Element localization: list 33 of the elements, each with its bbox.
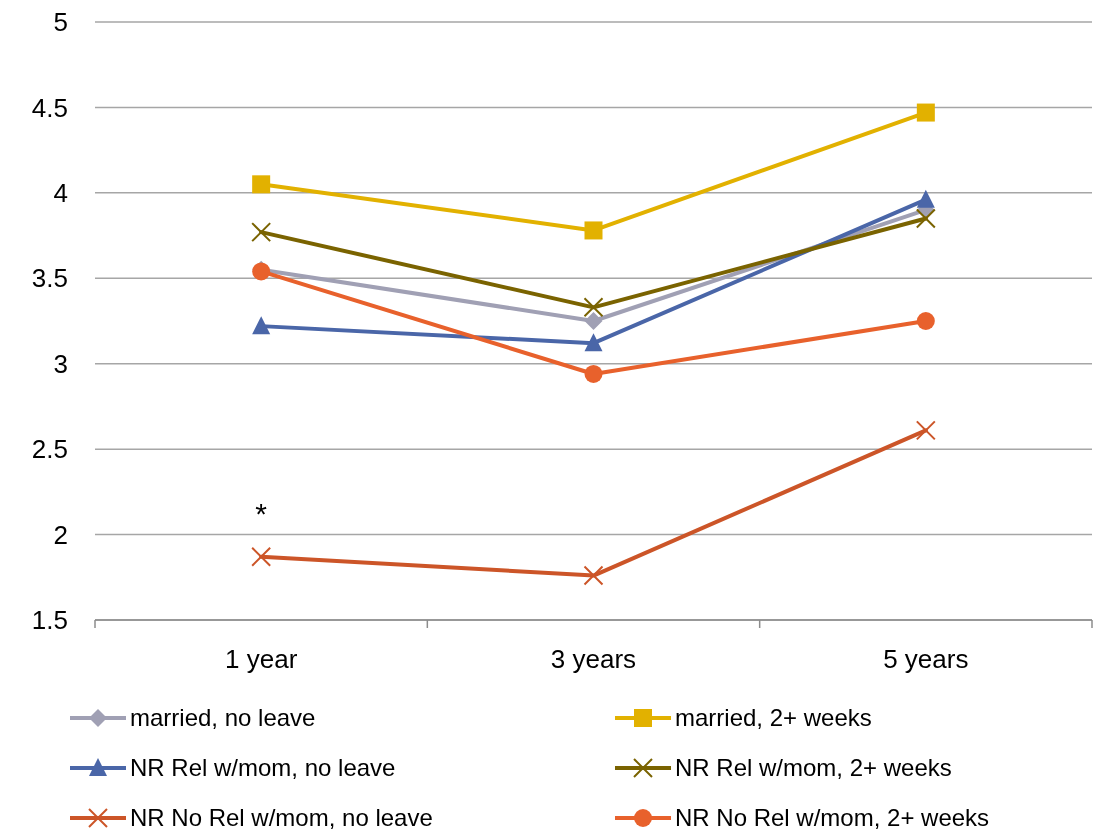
- point: [916, 312, 935, 330]
- point: [252, 316, 271, 335]
- y-tick-label: 4.5: [31, 92, 68, 123]
- point: [584, 312, 603, 330]
- y-tick-label: 1.5: [31, 605, 68, 636]
- point: [251, 222, 272, 243]
- y-tick-label: 3.5: [31, 263, 68, 294]
- point: [583, 565, 604, 586]
- point: [915, 208, 936, 229]
- point: [584, 221, 603, 240]
- legend-label: married, no leave: [130, 704, 316, 732]
- x-tick-label: 5 years: [883, 644, 969, 674]
- point: [252, 175, 271, 194]
- x-tick-label: 3 years: [550, 644, 637, 674]
- y-tick-label: 5: [53, 7, 68, 38]
- annotation: *: [255, 497, 268, 530]
- point: [915, 420, 936, 441]
- point: [583, 297, 604, 318]
- x-tick-label: 1 year: [225, 644, 298, 674]
- legend-label: married, 2+ weeks: [675, 704, 872, 732]
- point: [916, 189, 935, 208]
- y-tick-label: 4: [53, 177, 68, 208]
- point: [251, 546, 272, 567]
- point: [584, 333, 603, 352]
- point: [916, 103, 935, 122]
- y-tick-label: 2: [53, 519, 68, 550]
- legend-label: NR Rel w/mom, 2+ weeks: [675, 754, 952, 782]
- y-tick-label: 3: [53, 348, 68, 379]
- legend-label: NR No Rel w/mom, 2+ weeks: [675, 804, 990, 832]
- legend-label: NR No Rel w/mom, no leave: [130, 804, 433, 832]
- y-tick-label: 2.5: [31, 434, 68, 465]
- legend-label: NR Rel w/mom, no leave: [130, 754, 396, 782]
- point: [584, 364, 603, 383]
